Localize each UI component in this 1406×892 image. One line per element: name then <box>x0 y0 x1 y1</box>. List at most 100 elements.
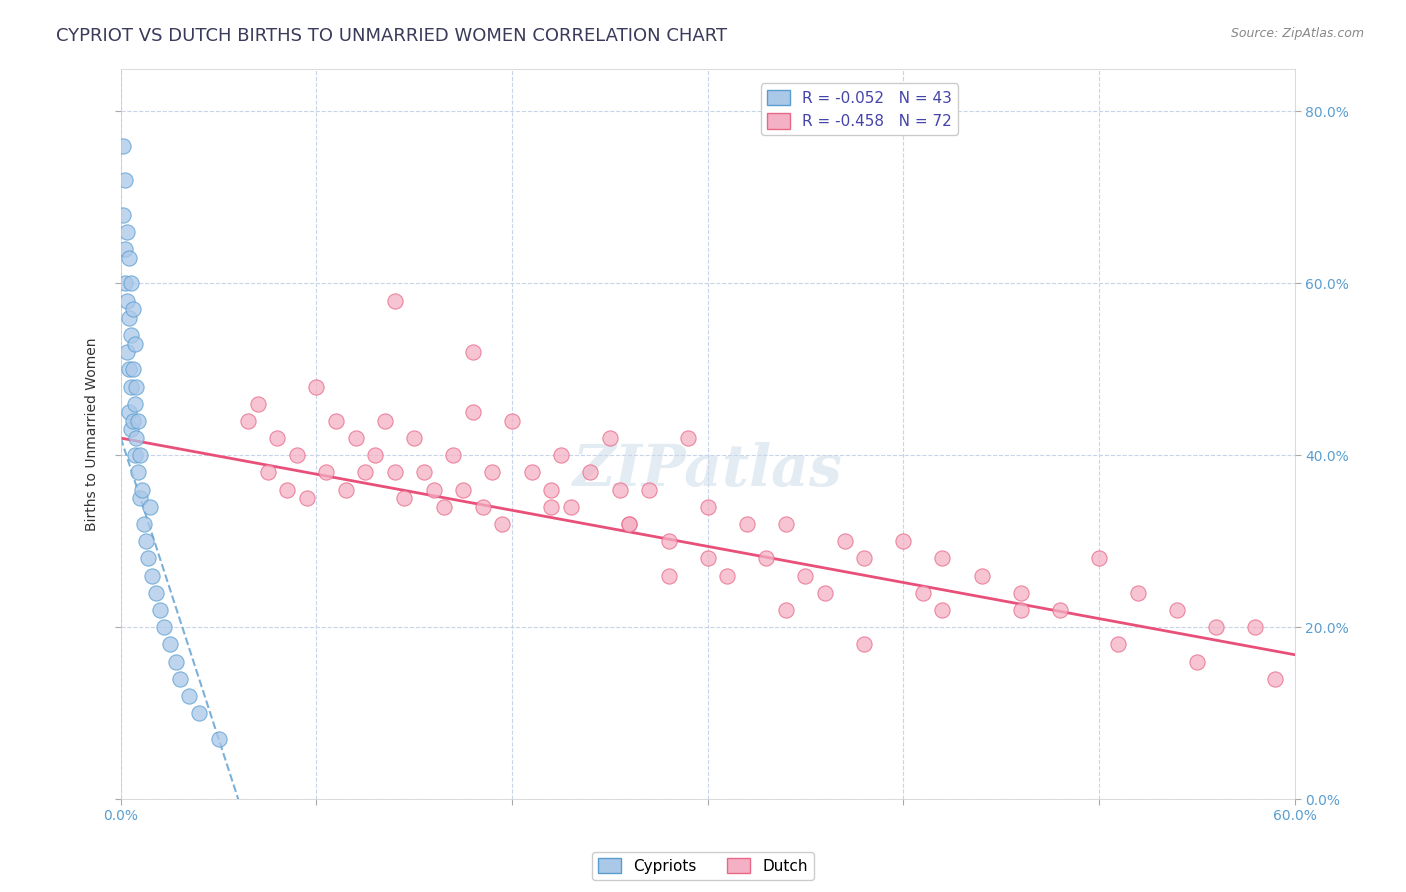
Point <box>134 516 156 531</box>
Point <box>149 603 172 617</box>
Point <box>354 466 377 480</box>
Point <box>120 379 142 393</box>
Point <box>676 431 699 445</box>
Point <box>165 655 187 669</box>
Point <box>118 310 141 325</box>
Point <box>853 551 876 566</box>
Legend: R = -0.052   N = 43, R = -0.458   N = 72: R = -0.052 N = 43, R = -0.458 N = 72 <box>761 84 959 136</box>
Point <box>115 293 138 308</box>
Point <box>246 397 269 411</box>
Point <box>124 397 146 411</box>
Point <box>118 251 141 265</box>
Point <box>121 362 143 376</box>
Point <box>114 242 136 256</box>
Point <box>716 568 738 582</box>
Legend: Cypriots, Dutch: Cypriots, Dutch <box>592 852 814 880</box>
Point <box>814 586 837 600</box>
Point <box>696 500 718 514</box>
Point <box>491 516 513 531</box>
Point <box>794 568 817 582</box>
Point <box>131 483 153 497</box>
Point <box>285 448 308 462</box>
Point <box>114 173 136 187</box>
Point <box>481 466 503 480</box>
Point <box>315 466 337 480</box>
Point <box>560 500 582 514</box>
Point <box>153 620 176 634</box>
Point <box>364 448 387 462</box>
Point <box>129 448 152 462</box>
Text: Source: ZipAtlas.com: Source: ZipAtlas.com <box>1230 27 1364 40</box>
Point <box>384 293 406 308</box>
Point <box>295 491 318 506</box>
Point <box>423 483 446 497</box>
Point <box>413 466 436 480</box>
Point <box>115 225 138 239</box>
Point <box>124 336 146 351</box>
Point <box>111 139 134 153</box>
Point <box>1049 603 1071 617</box>
Point <box>127 414 149 428</box>
Point <box>120 328 142 343</box>
Point <box>775 603 797 617</box>
Point <box>1264 672 1286 686</box>
Point <box>451 483 474 497</box>
Point <box>638 483 661 497</box>
Point <box>579 466 602 480</box>
Point <box>540 483 562 497</box>
Point <box>136 551 159 566</box>
Point <box>461 405 484 419</box>
Point <box>1166 603 1188 617</box>
Point <box>236 414 259 428</box>
Point <box>111 208 134 222</box>
Point <box>599 431 621 445</box>
Point <box>276 483 298 497</box>
Point <box>501 414 523 428</box>
Point <box>609 483 631 497</box>
Point <box>540 500 562 514</box>
Point <box>121 302 143 317</box>
Point <box>141 568 163 582</box>
Point <box>433 500 456 514</box>
Point <box>179 689 201 703</box>
Point <box>1010 586 1032 600</box>
Point <box>118 405 141 419</box>
Point <box>127 466 149 480</box>
Point <box>471 500 494 514</box>
Point <box>114 277 136 291</box>
Point <box>1108 637 1130 651</box>
Point <box>266 431 288 445</box>
Point <box>853 637 876 651</box>
Point <box>121 414 143 428</box>
Point <box>834 534 856 549</box>
Point <box>1205 620 1227 634</box>
Point <box>1010 603 1032 617</box>
Point <box>931 603 953 617</box>
Text: ZIPatlas: ZIPatlas <box>572 442 842 499</box>
Point <box>775 516 797 531</box>
Point <box>394 491 416 506</box>
Point <box>619 516 641 531</box>
Point <box>374 414 396 428</box>
Point <box>188 706 211 720</box>
Point <box>970 568 993 582</box>
Point <box>145 586 167 600</box>
Point <box>159 637 181 651</box>
Point <box>120 422 142 436</box>
Point <box>325 414 347 428</box>
Point <box>658 568 681 582</box>
Point <box>404 431 426 445</box>
Point <box>124 448 146 462</box>
Point <box>120 277 142 291</box>
Point <box>931 551 953 566</box>
Point <box>1244 620 1267 634</box>
Y-axis label: Births to Unmarried Women: Births to Unmarried Women <box>86 337 100 531</box>
Point <box>256 466 278 480</box>
Point <box>208 731 231 746</box>
Point <box>129 491 152 506</box>
Point <box>335 483 357 497</box>
Point <box>344 431 367 445</box>
Point <box>755 551 778 566</box>
Point <box>1185 655 1208 669</box>
Point <box>139 500 162 514</box>
